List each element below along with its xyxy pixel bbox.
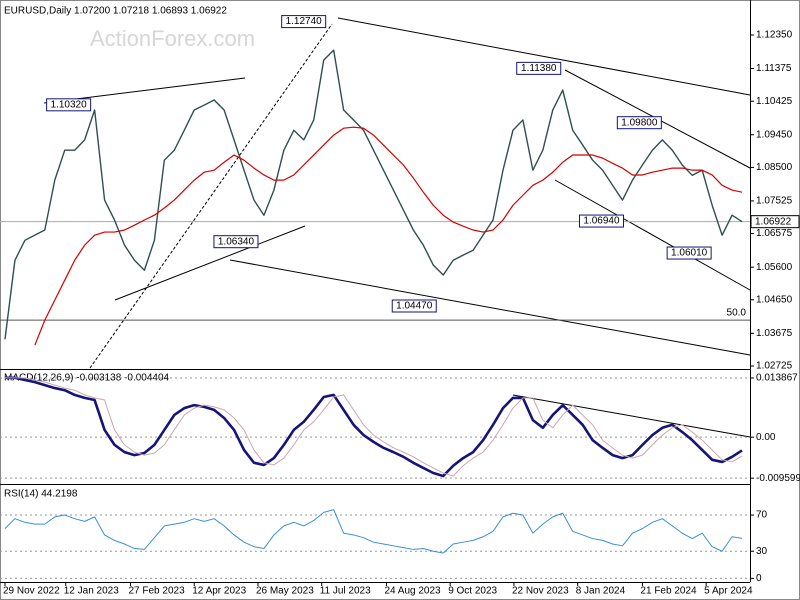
y-tick-label: 1.10425 [756, 96, 793, 107]
price-annotation-box [578, 214, 624, 228]
y-tick-label: 0.013867 [756, 373, 798, 384]
price-annotation-box [391, 299, 437, 313]
chart-title: EURUSD,Daily 1.07200 1.07218 1.06893 1.0… [4, 6, 227, 17]
price-annotation-box [516, 61, 562, 75]
y-tick-label: 1.09450 [756, 129, 793, 140]
price-annotation: 1.11380 [521, 63, 557, 74]
trend-line [114, 225, 306, 301]
price-annotation: 1.12740 [286, 16, 323, 27]
y-tick-label: 1.02725 [756, 361, 793, 372]
x-tick-label: 27 Feb 2023 [128, 586, 185, 597]
y-tick-label: 1.05600 [756, 262, 793, 273]
price-annotation: 1.06940 [583, 216, 620, 227]
x-tick-label: 24 Aug 2023 [384, 586, 441, 597]
y-tick-label: 1.12350 [756, 30, 793, 41]
price-annotation: 1.06340 [218, 236, 255, 247]
y-tick-label: -0.009599 [756, 473, 800, 484]
y-tick-label: 1.11375 [756, 63, 792, 74]
price-annotation-box [616, 116, 662, 130]
y-tick-label: 0.00 [756, 432, 776, 443]
price-annotation-box [666, 246, 712, 260]
x-tick-label: 5 Apr 2024 [704, 586, 753, 597]
price-annotation-box [213, 235, 259, 249]
trend-line [89, 23, 333, 369]
last-price-box [750, 215, 800, 229]
price-annotation: 1.10320 [51, 99, 88, 110]
series-line [4, 49, 743, 340]
x-tick-label: 29 Nov 2022 [3, 586, 60, 597]
trend-line [337, 17, 751, 96]
x-tick-label: 12 Jan 2023 [64, 586, 119, 597]
trend-line [554, 179, 751, 291]
y-tick-label: 70 [756, 510, 768, 521]
last-price-label: 1.06922 [755, 216, 792, 227]
price-annotation: 1.04470 [396, 301, 433, 312]
y-tick-label: 1.06575 [756, 228, 793, 239]
y-tick-label: 1.03675 [756, 328, 793, 339]
series-line [4, 377, 743, 477]
x-tick-label: 8 Jan 2024 [576, 586, 626, 597]
trend-line [229, 259, 751, 356]
series-line [4, 509, 743, 554]
x-tick-label: 26 May 2023 [256, 586, 314, 597]
x-tick-label: 9 Oct 2023 [448, 586, 497, 597]
price-annotation: 1.06010 [671, 248, 708, 259]
watermark: ActionForex.com [90, 26, 255, 51]
trend-line [512, 394, 751, 438]
x-tick-label: 22 Nov 2023 [512, 586, 569, 597]
x-tick-label: 11 Jul 2023 [320, 586, 371, 597]
x-tick-label: 21 Feb 2024 [640, 586, 697, 597]
indicator-title: RSI(14) 44.2198 [4, 489, 78, 500]
y-tick-label: 1.04650 [756, 294, 793, 305]
y-tick-label: 1.07525 [756, 196, 793, 207]
price-annotation-box [281, 15, 327, 29]
price-annotation-box [46, 98, 92, 112]
price-annotation: 1.09800 [621, 117, 658, 128]
y-tick-label: 30 [756, 546, 768, 557]
series-line [34, 126, 743, 346]
level-label: 50.0 [727, 308, 747, 319]
x-tick-label: 12 Apr 2023 [192, 586, 246, 597]
series-line [4, 376, 743, 478]
y-tick-label: 1.08500 [756, 162, 793, 173]
y-tick-label: 0 [756, 573, 762, 584]
